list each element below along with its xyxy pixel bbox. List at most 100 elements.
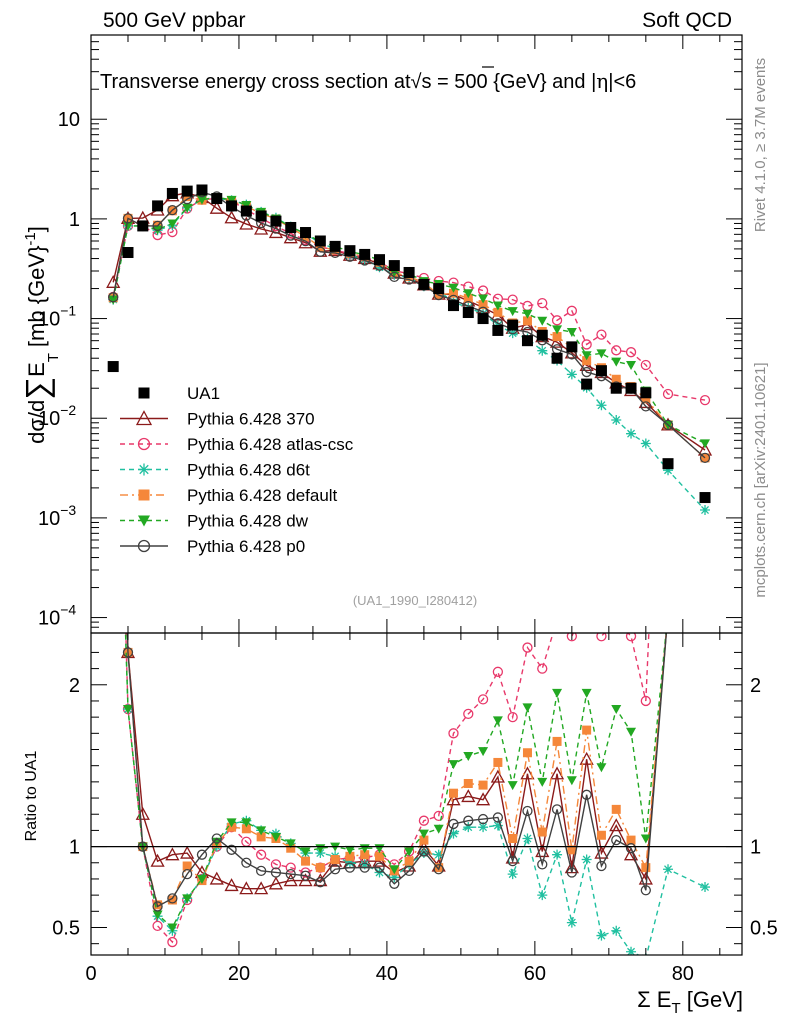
series-4-ratio-point-3 (152, 910, 163, 920)
series-2-point-33 (596, 400, 607, 411)
ylabel-e: E (24, 362, 49, 377)
series-2-point-38 (700, 505, 711, 516)
ua1-point-20 (403, 266, 415, 278)
legend-marker-5 (138, 515, 150, 527)
series-4-ratio-point-13 (300, 847, 311, 857)
series-0-point-31 (564, 345, 579, 359)
series-4-point-34 (611, 357, 622, 367)
series-0-ratio-point-4 (165, 847, 180, 861)
series-4-ratio-point-30 (552, 688, 563, 698)
series-0-ratio-point-13 (298, 873, 313, 887)
series-1-point-32 (581, 339, 592, 350)
y-tick-base-1: 1 (69, 209, 80, 231)
rivet-label: Rivet 4.1.0, ≥ 3.7M events (752, 58, 769, 232)
series-1-point-33 (596, 329, 607, 340)
legend-entry-1: Pythia 6.428 370 (120, 410, 315, 429)
series-4-point-8 (226, 195, 237, 205)
series-3-ratio-point-18 (375, 851, 385, 861)
series-0-ratio-point-24 (461, 789, 476, 803)
ua1-point-30 (551, 352, 563, 364)
series-4-ratio-point-6 (196, 874, 207, 884)
series-4-ratio-point-33 (596, 763, 607, 773)
series-3-ratio-point-30 (552, 736, 562, 746)
ua1-point-6 (196, 184, 208, 196)
y-tick-label-2: 10−1 (38, 303, 76, 331)
series-4-ratio-point-16 (344, 845, 355, 855)
series-1-ratio-point-37 (664, 195, 673, 204)
series-4-point-29 (537, 316, 548, 326)
series-3-point-23 (448, 288, 458, 298)
series-4-point-38 (700, 439, 711, 449)
series-0-ratio-point-35 (623, 847, 639, 861)
series-3-ratio-point-16 (345, 851, 355, 861)
series-4-ratio-point-12 (285, 839, 296, 849)
series-2-ratio-point-34 (611, 925, 622, 936)
ua1-point-26 (492, 324, 504, 336)
main-series-layer (106, 184, 713, 516)
series-2-point-35 (626, 428, 637, 439)
ua1-point-9 (240, 205, 252, 217)
series-2-point-34 (611, 414, 622, 425)
series-4-point-4 (167, 219, 178, 229)
series-1-ratio-point-27 (507, 711, 518, 723)
series-3-ratio-point-14 (315, 863, 325, 873)
series-5-ratio-point-13 (300, 870, 311, 881)
series-3-ratio-point-34 (611, 804, 621, 814)
y-tick-exp-2: −1 (60, 303, 76, 319)
legend-marker-3 (138, 463, 150, 476)
series-5-ratio-point-20 (403, 865, 415, 877)
series-3-point-26 (493, 307, 503, 317)
series-1-point-36 (640, 359, 651, 371)
series-3-ratio-point-10 (256, 832, 266, 842)
series-4-ratio-point-28 (522, 703, 533, 713)
series-3-ratio-point-38 (701, 599, 710, 608)
series-0-ratio-point-12 (283, 873, 298, 887)
series-3-ratio-point-24 (463, 778, 473, 788)
ratio-tick-label-left-2: 2 (69, 675, 80, 697)
series-5-point-0 (108, 292, 119, 303)
series-2-ratio-point-37 (663, 864, 674, 875)
series-1-ratio-point-13 (300, 867, 311, 878)
series-0-ratio-point-9 (239, 881, 254, 895)
series-5-ratio-point-23 (448, 818, 459, 830)
series-4-point-35 (626, 361, 637, 371)
series-4-point-23 (448, 283, 459, 293)
y-tick-label-4: 10−3 (38, 502, 76, 530)
series-3-ratio-point-20 (404, 856, 414, 866)
series-5-ratio-point-30 (551, 804, 563, 815)
series-5-ratio-point-9 (241, 857, 252, 868)
series-4-ratio-point-25 (478, 747, 489, 757)
series-5-point-38 (699, 452, 711, 464)
series-1-ratio-point-22 (433, 810, 444, 821)
y-tick-label-3: 10−2 (38, 402, 76, 430)
series-1-point-34 (611, 345, 622, 356)
ratio-y-label: Ratio to UA1 (23, 751, 40, 842)
series-4-ratio-point-26 (492, 716, 503, 726)
series-3-ratio-point-35 (626, 835, 636, 845)
ua1-point-8 (226, 200, 238, 212)
x-tick-label-2: 40 (376, 963, 398, 985)
y-tick-exp-3: −2 (60, 402, 76, 418)
series-2-ratio-point-22 (433, 849, 444, 860)
series-5-ratio-point-18 (374, 862, 385, 873)
xlabel-unit: [GeV] (681, 987, 743, 1012)
series-2-ratio-point-35 (626, 946, 637, 955)
ua1-point-22 (433, 283, 445, 295)
series-4-ratio-point-4 (167, 923, 178, 933)
title-part-b: s = 500 {GeV} and | (421, 71, 596, 93)
series-5-ratio-point-10 (255, 865, 267, 877)
ua1-point-38 (699, 492, 711, 504)
series-5-point-19 (389, 271, 400, 283)
series-5-ratio-point-5 (182, 868, 193, 880)
series-1-ratio-point-3 (152, 920, 163, 932)
series-3-point-5 (182, 192, 192, 202)
series-5-ratio-point-29 (537, 859, 548, 870)
series-3-ratio-line (126, 633, 667, 906)
series-3-ratio-point-5 (182, 861, 192, 871)
legend-entry-3: Pythia 6.428 d6t (120, 461, 310, 480)
series-2-ratio-point-33 (596, 930, 607, 941)
ratio-tick-label-right-1: 1 (750, 837, 761, 859)
legend-marker-2 (137, 437, 151, 451)
series-5-ratio-point-32 (581, 789, 592, 800)
